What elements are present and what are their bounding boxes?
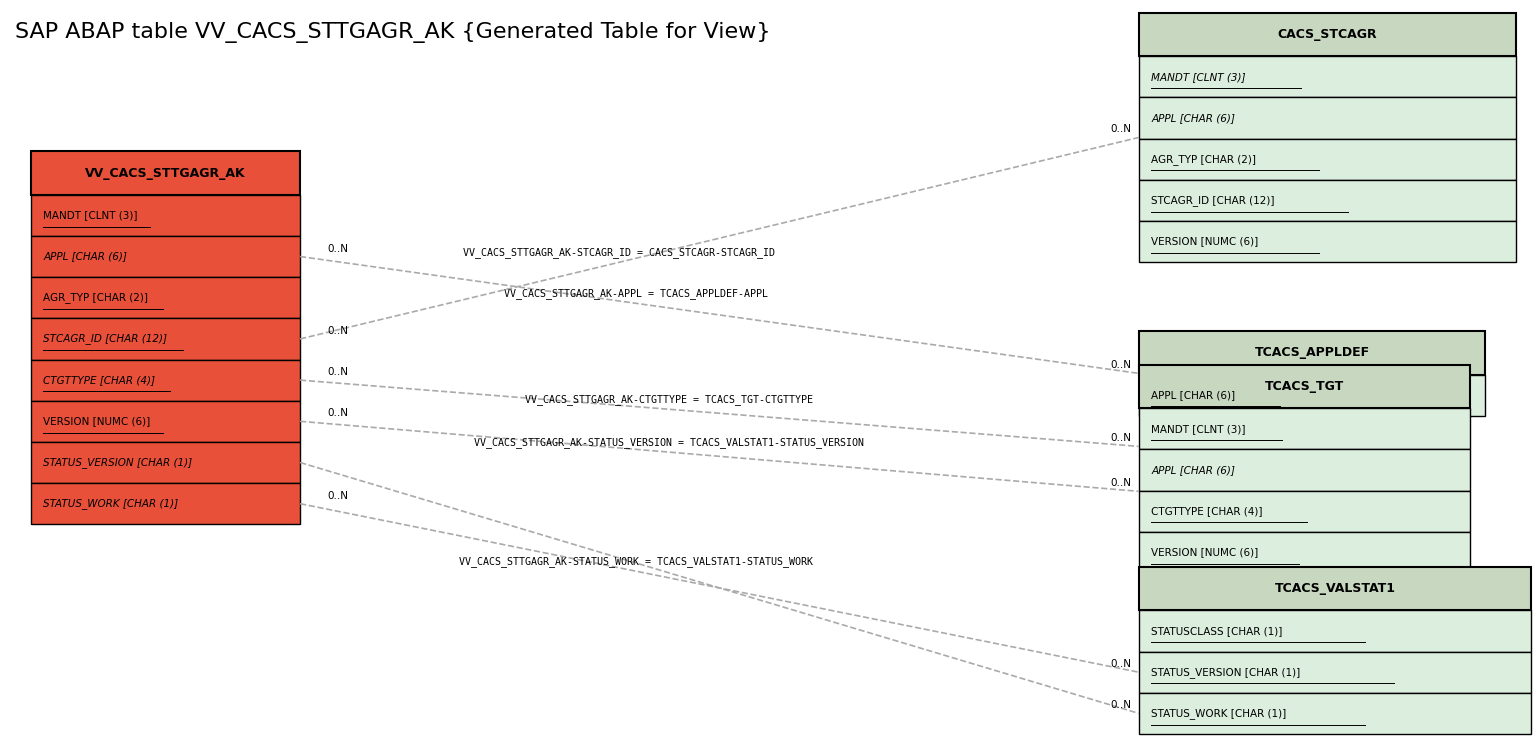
Text: APPL [CHAR (6)]: APPL [CHAR (6)]	[1151, 465, 1234, 475]
Text: 0..N: 0..N	[328, 243, 349, 253]
Text: MANDT [CLNT (3)]: MANDT [CLNT (3)]	[43, 210, 137, 220]
Text: STATUS_VERSION [CHAR (1)]: STATUS_VERSION [CHAR (1)]	[1151, 667, 1300, 678]
FancyBboxPatch shape	[31, 318, 300, 360]
Text: VV_CACS_STTGAGR_AK-APPL = TCACS_APPLDEF-APPL: VV_CACS_STTGAGR_AK-APPL = TCACS_APPLDEF-…	[503, 288, 768, 299]
Text: TCACS_APPLDEF: TCACS_APPLDEF	[1254, 346, 1370, 360]
Text: CACS_STCAGR: CACS_STCAGR	[1277, 28, 1377, 41]
Text: STATUS_VERSION [CHAR (1)]: STATUS_VERSION [CHAR (1)]	[43, 457, 192, 468]
FancyBboxPatch shape	[1139, 331, 1485, 374]
FancyBboxPatch shape	[31, 277, 300, 318]
Text: VV_CACS_STTGAGR_AK-STCAGR_ID = CACS_STCAGR-STCAGR_ID: VV_CACS_STTGAGR_AK-STCAGR_ID = CACS_STCA…	[463, 247, 774, 258]
Text: STCAGR_ID [CHAR (12)]: STCAGR_ID [CHAR (12)]	[1151, 195, 1274, 206]
Text: STATUS_WORK [CHAR (1)]: STATUS_WORK [CHAR (1)]	[43, 498, 179, 509]
Text: APPL [CHAR (6)]: APPL [CHAR (6)]	[43, 252, 126, 261]
Text: MANDT [CLNT (3)]: MANDT [CLNT (3)]	[1151, 72, 1245, 82]
FancyBboxPatch shape	[1139, 365, 1470, 408]
Text: 0..N: 0..N	[1110, 659, 1131, 670]
FancyBboxPatch shape	[31, 442, 300, 483]
FancyBboxPatch shape	[1139, 139, 1516, 180]
Text: 0..N: 0..N	[328, 367, 349, 377]
FancyBboxPatch shape	[1139, 221, 1516, 262]
Text: VV_CACS_STTGAGR_AK-STATUS_VERSION = TCACS_VALSTAT1-STATUS_VERSION: VV_CACS_STTGAGR_AK-STATUS_VERSION = TCAC…	[474, 437, 865, 448]
FancyBboxPatch shape	[1139, 374, 1485, 416]
FancyBboxPatch shape	[31, 483, 300, 524]
Text: TCACS_TGT: TCACS_TGT	[1265, 380, 1344, 393]
Text: AGR_TYP [CHAR (2)]: AGR_TYP [CHAR (2)]	[43, 292, 148, 303]
Text: STATUS_WORK [CHAR (1)]: STATUS_WORK [CHAR (1)]	[1151, 708, 1287, 719]
Text: VV_CACS_STTGAGR_AK-CTGTTYPE = TCACS_TGT-CTGTTYPE: VV_CACS_STTGAGR_AK-CTGTTYPE = TCACS_TGT-…	[525, 394, 813, 404]
Text: SAP ABAP table VV_CACS_STTGAGR_AK {Generated Table for View}: SAP ABAP table VV_CACS_STTGAGR_AK {Gener…	[15, 22, 771, 43]
Text: STCAGR_ID [CHAR (12)]: STCAGR_ID [CHAR (12)]	[43, 333, 168, 345]
FancyBboxPatch shape	[31, 360, 300, 401]
FancyBboxPatch shape	[1139, 180, 1516, 221]
FancyBboxPatch shape	[1139, 610, 1531, 652]
Text: VERSION [NUMC (6)]: VERSION [NUMC (6)]	[1151, 548, 1259, 557]
FancyBboxPatch shape	[1139, 449, 1470, 491]
FancyBboxPatch shape	[1139, 97, 1516, 139]
Text: APPL [CHAR (6)]: APPL [CHAR (6)]	[1151, 113, 1234, 123]
Text: 0..N: 0..N	[1110, 124, 1131, 135]
Text: 0..N: 0..N	[328, 408, 349, 418]
Text: CTGTTYPE [CHAR (4)]: CTGTTYPE [CHAR (4)]	[1151, 506, 1262, 516]
Text: 0..N: 0..N	[1110, 700, 1131, 710]
Text: VV_CACS_STTGAGR_AK-STATUS_WORK = TCACS_VALSTAT1-STATUS_WORK: VV_CACS_STTGAGR_AK-STATUS_WORK = TCACS_V…	[459, 556, 813, 567]
FancyBboxPatch shape	[31, 236, 300, 277]
FancyBboxPatch shape	[1139, 56, 1516, 97]
FancyBboxPatch shape	[1139, 491, 1470, 532]
Text: 0..N: 0..N	[328, 326, 349, 336]
Text: APPL [CHAR (6)]: APPL [CHAR (6)]	[1151, 390, 1236, 400]
Text: CTGTTYPE [CHAR (4)]: CTGTTYPE [CHAR (4)]	[43, 375, 155, 385]
Text: STATUSCLASS [CHAR (1)]: STATUSCLASS [CHAR (1)]	[1151, 626, 1282, 636]
FancyBboxPatch shape	[1139, 532, 1470, 573]
Text: 0..N: 0..N	[1110, 360, 1131, 370]
Text: TCACS_VALSTAT1: TCACS_VALSTAT1	[1274, 582, 1396, 595]
FancyBboxPatch shape	[1139, 652, 1531, 693]
FancyBboxPatch shape	[1139, 13, 1516, 56]
FancyBboxPatch shape	[1139, 408, 1470, 449]
FancyBboxPatch shape	[31, 195, 300, 236]
Text: VV_CACS_STTGAGR_AK: VV_CACS_STTGAGR_AK	[85, 166, 246, 180]
Text: AGR_TYP [CHAR (2)]: AGR_TYP [CHAR (2)]	[1151, 154, 1256, 165]
Text: VERSION [NUMC (6)]: VERSION [NUMC (6)]	[1151, 237, 1259, 246]
FancyBboxPatch shape	[1139, 693, 1531, 734]
FancyBboxPatch shape	[31, 401, 300, 442]
Text: 0..N: 0..N	[1110, 479, 1131, 488]
FancyBboxPatch shape	[31, 151, 300, 195]
Text: VERSION [NUMC (6)]: VERSION [NUMC (6)]	[43, 416, 151, 426]
Text: 0..N: 0..N	[1110, 434, 1131, 443]
Text: 0..N: 0..N	[328, 491, 349, 500]
Text: MANDT [CLNT (3)]: MANDT [CLNT (3)]	[1151, 424, 1245, 434]
FancyBboxPatch shape	[1139, 567, 1531, 610]
